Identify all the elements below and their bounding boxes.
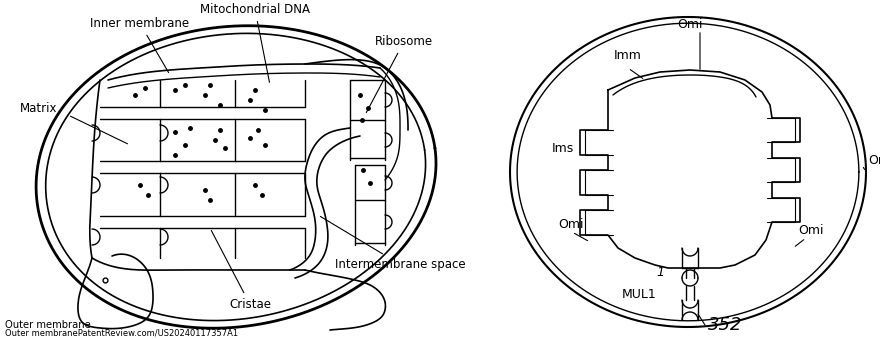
Text: Imm: Imm xyxy=(614,49,642,62)
Text: 352: 352 xyxy=(708,316,743,334)
Text: Omi: Omi xyxy=(798,223,824,237)
Text: Omi: Omi xyxy=(558,219,583,232)
Text: Omm: Omm xyxy=(868,154,880,166)
Text: Outer membranePatentReview.com/US20240117357A1: Outer membranePatentReview.com/US2024011… xyxy=(5,328,238,338)
Text: Inner membrane: Inner membrane xyxy=(91,17,189,73)
Text: Outer membrane: Outer membrane xyxy=(5,320,91,330)
Text: Mitochondrial DNA: Mitochondrial DNA xyxy=(200,3,310,82)
Text: Cristae: Cristae xyxy=(211,231,271,311)
Text: MUL1: MUL1 xyxy=(622,288,656,301)
Text: Ims: Ims xyxy=(552,141,575,155)
Text: Omi: Omi xyxy=(678,18,703,31)
Text: Intermembrane space: Intermembrane space xyxy=(320,216,466,271)
Text: Ribosome: Ribosome xyxy=(366,35,433,113)
Text: 1: 1 xyxy=(656,265,664,279)
Text: Matrix: Matrix xyxy=(20,101,57,115)
